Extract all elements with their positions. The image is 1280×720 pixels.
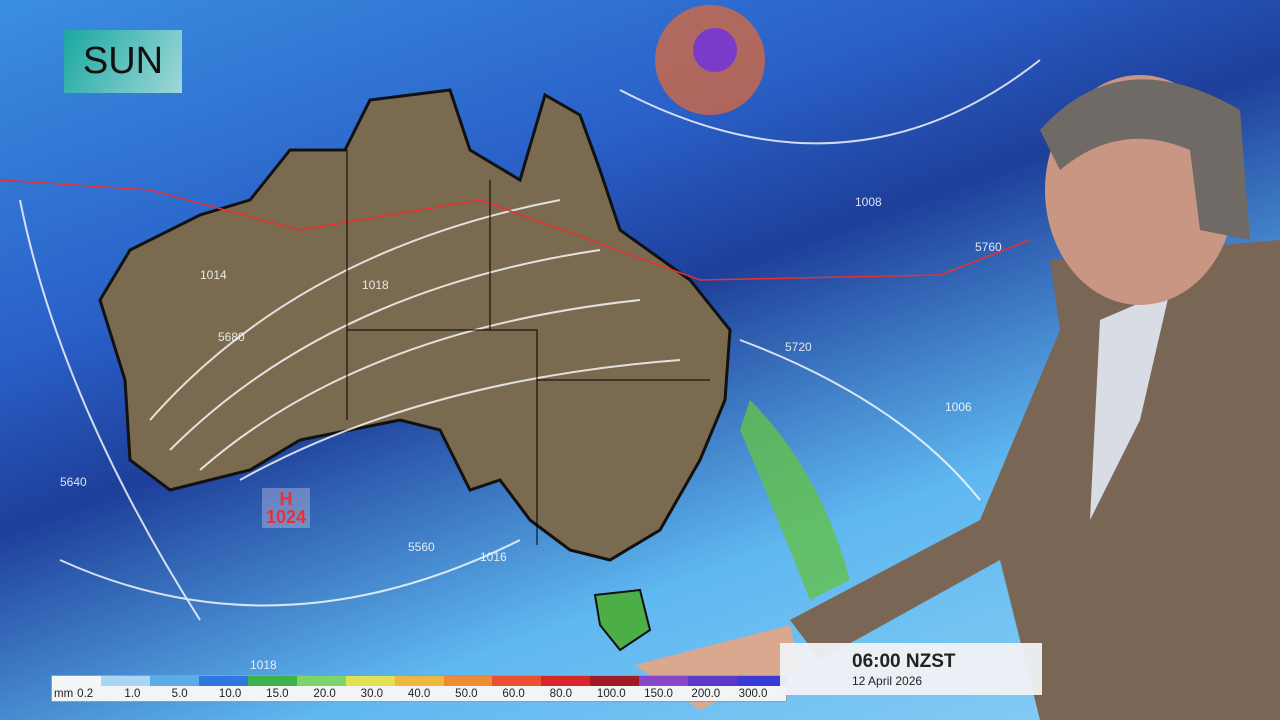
high-symbol: H (279, 489, 293, 509)
legend-swatch (443, 676, 493, 686)
legend-value: 15.0 (266, 687, 289, 700)
legend-color-bar (52, 676, 787, 686)
legend-value: 100.0 (596, 687, 626, 700)
forecast-time-box: 06:00 NZST 12 April 2026 (780, 643, 1042, 695)
australia-landmass (98, 88, 732, 562)
legend-swatch (345, 676, 395, 686)
rainfall-legend: mm 0.2 1.0 5.0 10.0 15.0 20.0 30.0 40.0 50.0 60.0… (51, 675, 787, 702)
legend-swatch (296, 676, 346, 686)
isobar-label: 1018 (250, 658, 277, 672)
legend-swatch (52, 676, 101, 686)
legend-swatch (394, 676, 444, 686)
legend-value: 5.0 (171, 687, 188, 700)
isobar-label: 1008 (855, 195, 882, 209)
legend-value: 10.0 (218, 687, 242, 700)
isobars (19, 59, 1041, 621)
nz-rain-band (740, 400, 850, 600)
isobar-label: 1018 (362, 278, 389, 292)
legend-value: 1.0 (124, 687, 141, 700)
isobar-label: 5760 (975, 240, 1002, 254)
legend-unit: mm (54, 687, 74, 700)
high-value: 1024 (266, 507, 307, 527)
legend-value: 150.0 (644, 687, 673, 700)
legend-swatch (541, 676, 591, 686)
legend-value: 30.0 (360, 687, 384, 700)
high-pressure-marker: H 1024 (262, 488, 311, 528)
isobar-label: 1016 (480, 550, 507, 564)
isobar-label: 1014 (200, 268, 227, 282)
legend-swatch (737, 676, 787, 686)
legend-value: 0.2 (77, 687, 94, 700)
isobar-label: 5640 (60, 475, 87, 489)
legend-swatch (639, 676, 689, 686)
isobar-label: 1006 (945, 400, 972, 414)
states-borders (346, 150, 710, 545)
legend-swatch (492, 676, 542, 686)
isobar-label: 5720 (785, 340, 812, 354)
legend-swatch (149, 676, 199, 686)
isobar-label: 5680 (218, 330, 245, 344)
forecast-date: 12 April 2026 (852, 674, 923, 688)
day-label: SUN (64, 30, 182, 93)
legend-value: 200.0 (691, 687, 721, 700)
legend-value: 20.0 (313, 687, 336, 700)
legend-swatch (198, 676, 248, 686)
legend-swatch (247, 676, 297, 686)
legend-swatch (100, 676, 150, 686)
legend-value: 80.0 (549, 687, 573, 700)
isobar-label: 5560 (408, 540, 435, 554)
legend-value: 50.0 (455, 687, 478, 700)
forecast-time: 06:00 NZST (852, 651, 956, 672)
legend-value: 60.0 (502, 687, 525, 700)
legend-value: 300.0 (738, 687, 768, 700)
legend-value: 40.0 (407, 687, 431, 700)
tasmania (593, 588, 652, 652)
legend-swatch (688, 676, 738, 686)
legend-swatch (590, 676, 640, 686)
legend-labels: mm 0.2 1.0 5.0 10.0 15.0 20.0 30.0 40.0 50.0 60.0… (52, 686, 786, 701)
